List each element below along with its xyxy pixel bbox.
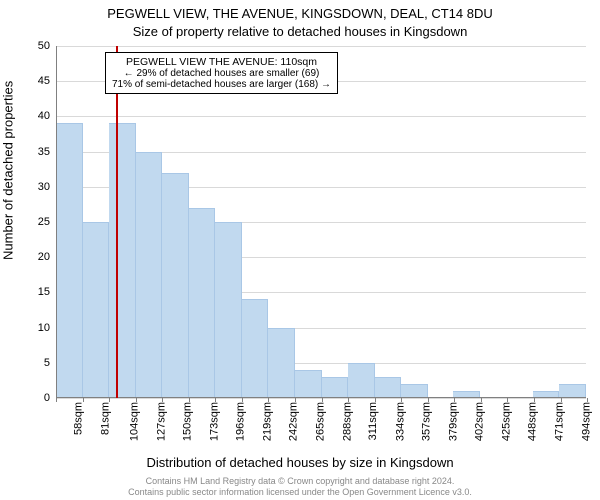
x-tick-mark xyxy=(109,398,110,402)
x-axis-label: Distribution of detached houses by size … xyxy=(0,455,600,470)
property-marker-line xyxy=(116,46,118,398)
x-tick-label: 242sqm xyxy=(288,402,300,441)
x-tick-mark xyxy=(242,398,243,402)
chart-container: PEGWELL VIEW, THE AVENUE, KINGSDOWN, DEA… xyxy=(0,0,600,500)
annotation-box: PEGWELL VIEW THE AVENUE: 110sqm← 29% of … xyxy=(105,52,338,94)
gridline-h xyxy=(56,46,586,47)
page-title-1: PEGWELL VIEW, THE AVENUE, KINGSDOWN, DEA… xyxy=(0,6,600,21)
histogram-bar xyxy=(401,384,428,398)
x-tick-mark xyxy=(348,398,349,402)
x-tick-mark xyxy=(136,398,137,402)
histogram-bar xyxy=(242,299,269,398)
footer-line-1: Contains HM Land Registry data © Crown c… xyxy=(146,476,455,486)
x-tick-label: 402sqm xyxy=(474,402,486,441)
y-axis-line xyxy=(56,46,57,398)
x-tick-label: 448sqm xyxy=(527,402,539,441)
x-tick-label: 219sqm xyxy=(261,402,273,441)
x-tick-label: 173sqm xyxy=(208,402,220,441)
gridline-h xyxy=(56,116,586,117)
y-tick-label: 5 xyxy=(44,357,50,369)
annotation-line-1: PEGWELL VIEW THE AVENUE: 110sqm xyxy=(112,56,331,68)
y-tick-label: 15 xyxy=(38,286,50,298)
y-tick-label: 45 xyxy=(38,75,50,87)
histogram-bar xyxy=(162,173,189,398)
x-tick-label: 265sqm xyxy=(315,402,327,441)
x-tick-mark xyxy=(189,398,190,402)
x-tick-label: 494sqm xyxy=(580,402,592,441)
x-tick-mark xyxy=(401,398,402,402)
histogram-bar xyxy=(83,222,110,398)
histogram-bar xyxy=(348,363,375,398)
y-tick-label: 10 xyxy=(38,322,50,334)
histogram-bar xyxy=(136,152,163,398)
x-tick-label: 127sqm xyxy=(155,402,167,441)
x-tick-mark xyxy=(561,398,562,402)
x-tick-mark xyxy=(215,398,216,402)
y-tick-label: 30 xyxy=(38,181,50,193)
plot-area: 0510152025303540455058sqm81sqm104sqm127s… xyxy=(56,46,586,398)
y-tick-label: 50 xyxy=(38,40,50,52)
histogram-bar xyxy=(295,370,322,398)
x-tick-label: 196sqm xyxy=(235,402,247,441)
x-tick-label: 357sqm xyxy=(421,402,433,441)
histogram-bar xyxy=(215,222,242,398)
y-axis-label: Number of detached properties xyxy=(1,81,16,260)
histogram-bar xyxy=(322,377,349,398)
histogram-bar xyxy=(56,123,83,398)
x-tick-mark xyxy=(481,398,482,402)
x-tick-label: 425sqm xyxy=(500,402,512,441)
x-tick-mark xyxy=(83,398,84,402)
x-tick-mark xyxy=(268,398,269,402)
x-tick-label: 81sqm xyxy=(99,402,111,435)
x-tick-label: 288sqm xyxy=(341,402,353,441)
footer-line-2: Contains public sector information licen… xyxy=(128,487,472,497)
x-tick-label: 471sqm xyxy=(554,402,566,441)
histogram-bar xyxy=(375,377,402,398)
y-tick-label: 35 xyxy=(38,146,50,158)
x-tick-label: 150sqm xyxy=(182,402,194,441)
page-title-2: Size of property relative to detached ho… xyxy=(0,24,600,39)
footer-attribution: Contains HM Land Registry data © Crown c… xyxy=(0,476,600,498)
x-tick-mark xyxy=(587,398,588,402)
x-tick-mark xyxy=(454,398,455,402)
y-tick-label: 20 xyxy=(38,251,50,263)
x-tick-mark xyxy=(162,398,163,402)
x-tick-mark xyxy=(507,398,508,402)
x-tick-mark xyxy=(428,398,429,402)
x-tick-mark xyxy=(56,398,57,402)
x-tick-label: 104sqm xyxy=(129,402,141,441)
x-tick-label: 379sqm xyxy=(447,402,459,441)
annotation-line-3: 71% of semi-detached houses are larger (… xyxy=(112,79,331,90)
annotation-line-2: ← 29% of detached houses are smaller (69… xyxy=(112,68,331,79)
x-tick-label: 334sqm xyxy=(394,402,406,441)
histogram-bar xyxy=(189,208,216,398)
x-tick-mark xyxy=(375,398,376,402)
x-tick-mark xyxy=(534,398,535,402)
y-tick-label: 0 xyxy=(44,392,50,404)
x-tick-label: 58sqm xyxy=(73,402,85,435)
x-tick-mark xyxy=(322,398,323,402)
y-tick-label: 25 xyxy=(38,216,50,228)
x-tick-mark xyxy=(295,398,296,402)
y-tick-label: 40 xyxy=(38,110,50,122)
x-tick-label: 311sqm xyxy=(367,402,379,440)
histogram-bar xyxy=(109,123,136,398)
histogram-bar xyxy=(268,328,295,398)
histogram-bar xyxy=(559,384,586,398)
